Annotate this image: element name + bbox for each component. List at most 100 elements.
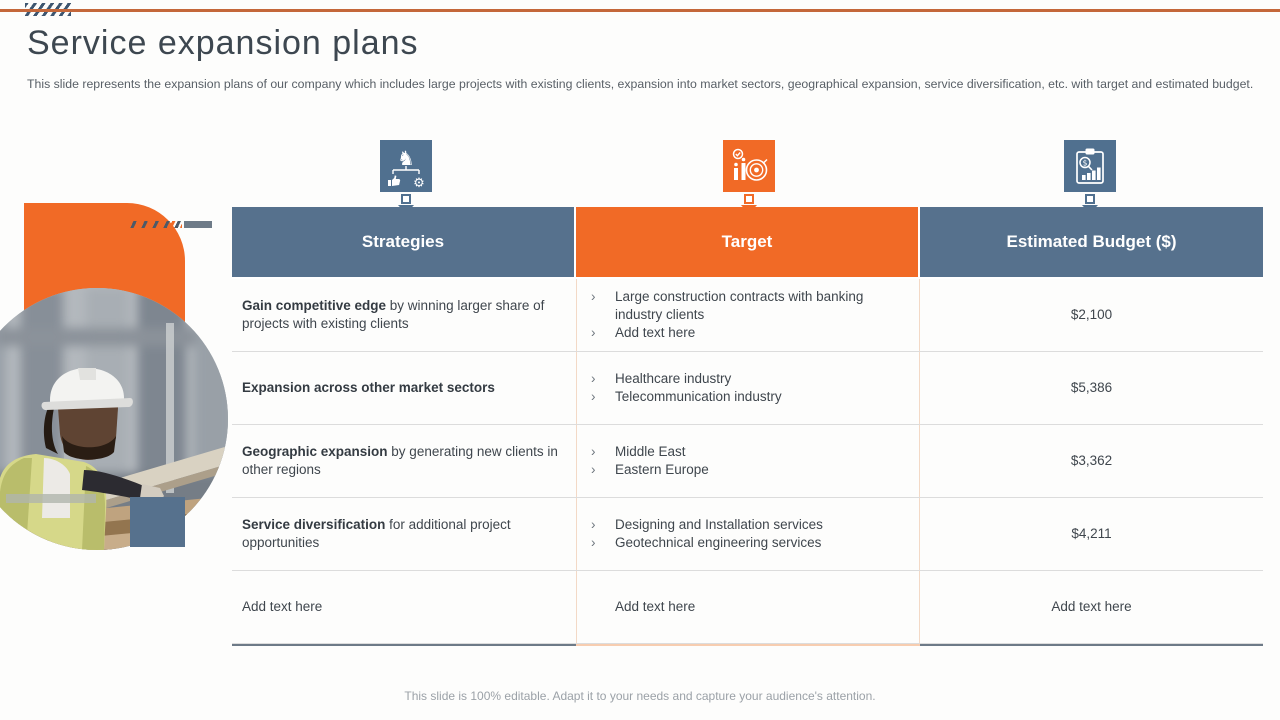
budget-value: $4,211 — [1071, 526, 1112, 541]
strategy-text-bold: Service diversification — [242, 517, 386, 532]
striped-segment — [128, 221, 182, 228]
target-text: Large construction contracts with bankin… — [615, 289, 864, 322]
expansion-plans-table: Strategies Target Estimated Budget ($) G… — [232, 207, 1263, 646]
connector-square — [401, 194, 411, 204]
bullet-glyph: › — [591, 535, 596, 550]
solid-segment — [184, 221, 212, 228]
strategy-icon-glyph: ♞ ⚙ — [388, 146, 425, 191]
bullet-glyph: › — [591, 371, 596, 386]
target-item: › Middle East — [587, 443, 911, 461]
budget-value: Add text here — [1051, 599, 1132, 614]
strategy-text-rest: by generating new clients in other regio… — [242, 444, 558, 477]
slide-description: This slide represents the expansion plan… — [27, 77, 1254, 91]
budget-cell: $3,362 — [920, 425, 1263, 497]
construction-worker-photo — [0, 288, 228, 550]
target-icon — [723, 140, 775, 192]
strategy-text-rest: by winning larger share of projects with… — [242, 298, 545, 331]
target-item: › Large construction contracts with banki… — [587, 288, 911, 324]
bullet-glyph: › — [591, 444, 596, 459]
target-cell: › Designing and Installation services › Geo… — [576, 498, 920, 570]
bottom-border-segment — [920, 644, 1263, 646]
target-item: › Healthcare industry — [587, 370, 911, 388]
table-bottom-border — [232, 644, 1263, 646]
target-text: Eastern Europe — [615, 462, 709, 477]
strategy-text: Service diversification for additional p… — [242, 516, 562, 552]
svg-text:$: $ — [1083, 158, 1088, 167]
target-text: Designing and Installation services — [615, 517, 823, 532]
footer-note: This slide is 100% editable. Adapt it to… — [404, 689, 876, 703]
budget-icon-glyph: $ — [1076, 148, 1104, 184]
target-item: › Eastern Europe — [587, 461, 911, 479]
target-cell: › Healthcare industry › Telecommunication i… — [576, 352, 920, 424]
table-row: Add text here Add text here Add text her… — [232, 571, 1263, 644]
page-title: Service expansion plans — [27, 24, 419, 62]
target-column-icon-group — [723, 140, 775, 214]
target-item: › Designing and Installation services — [587, 516, 911, 534]
strategy-cell: Geographic expansion by generating new c… — [232, 425, 576, 497]
target-list: › Large construction contracts with banki… — [587, 288, 911, 342]
target-text: Middle East — [615, 444, 686, 459]
connector-square — [744, 194, 754, 204]
header-target: Target — [576, 207, 920, 277]
target-list: › Designing and Installation services › Geo… — [587, 516, 911, 552]
budget-cell: $5,386 — [920, 352, 1263, 424]
budget-value: $2,100 — [1070, 307, 1113, 322]
strategy-text-bold: Gain competitive edge — [242, 298, 387, 313]
target-item: Add text here — [587, 598, 911, 616]
strategy-cell: Expansion across other market sectors — [232, 352, 576, 424]
strategy-text: Geographic expansion by generating new c… — [242, 443, 562, 479]
budget-column-icon-group: $ — [1064, 140, 1116, 214]
bullet-glyph: › — [591, 289, 596, 304]
top-accent-line — [0, 9, 1280, 12]
target-text: Healthcare industry — [615, 371, 732, 386]
budget-value: $5,386 — [1070, 380, 1113, 395]
budget-value: $3,362 — [1070, 453, 1113, 468]
target-text: Add text here — [615, 599, 696, 614]
target-icon-glyph — [732, 148, 768, 181]
strategy-cell: Service diversification for additional p… — [232, 498, 576, 570]
table-row: Service diversification for additional p… — [232, 498, 1263, 571]
strategy-text-bold: Expansion across other market sectors — [242, 380, 495, 395]
blue-accent-square — [130, 497, 185, 547]
svg-text:♞: ♞ — [397, 146, 415, 170]
budget-cell: $2,100 — [920, 279, 1263, 351]
header-strategies: Strategies — [232, 207, 576, 277]
budget-cell: $4,211 — [920, 498, 1263, 570]
target-item: › Telecommunication industry — [587, 388, 911, 406]
strategies-column-icon-group: ♞ ⚙ — [380, 140, 432, 214]
strategy-cell: Add text here — [232, 571, 576, 643]
construction-worker-illustration — [0, 288, 228, 550]
target-list: › Healthcare industry › Telecommunication i… — [587, 370, 911, 406]
table-row: Gain competitive edge by winning larger … — [232, 279, 1263, 352]
budget-icon: $ — [1064, 140, 1116, 192]
bottom-border-segment — [576, 644, 920, 646]
target-text: Add text here — [615, 325, 696, 340]
target-cell: › Middle East › Eastern Europe — [576, 425, 920, 497]
table-row: Geographic expansion by generating new c… — [232, 425, 1263, 498]
target-cell: Add text here — [576, 571, 920, 643]
bullet-glyph: › — [591, 325, 596, 340]
strategy-text: Gain competitive edge by winning larger … — [242, 297, 562, 333]
connector-square — [1085, 194, 1095, 204]
strategy-cell: Gain competitive edge by winning larger … — [232, 279, 576, 351]
strategy-icon: ♞ ⚙ — [380, 140, 432, 192]
target-item: › Geotechnical engineering services — [587, 534, 911, 552]
bullet-glyph: › — [591, 389, 596, 404]
bullet-glyph: › — [591, 462, 596, 477]
table-body: Gain competitive edge by winning larger … — [232, 277, 1263, 644]
target-list: › Middle East › Eastern Europe — [587, 443, 911, 479]
strategy-text-rest: for additional project opportunities — [242, 517, 511, 550]
strategy-text: Expansion across other market sectors — [242, 379, 562, 397]
table-header-row: Strategies Target Estimated Budget ($) — [232, 207, 1263, 277]
bullet-glyph: › — [591, 517, 596, 532]
header-estimated-budget: Estimated Budget ($) — [920, 207, 1263, 277]
strategy-text: Add text here — [242, 598, 562, 616]
striped-bar-decoration — [128, 221, 212, 228]
bottom-border-segment — [232, 644, 576, 646]
strategy-text-bold: Geographic expansion — [242, 444, 388, 459]
target-text: Telecommunication industry — [615, 389, 782, 404]
target-text: Geotechnical engineering services — [615, 535, 822, 550]
target-list: Add text here — [587, 598, 911, 616]
table-row: Expansion across other market sectors › H… — [232, 352, 1263, 425]
